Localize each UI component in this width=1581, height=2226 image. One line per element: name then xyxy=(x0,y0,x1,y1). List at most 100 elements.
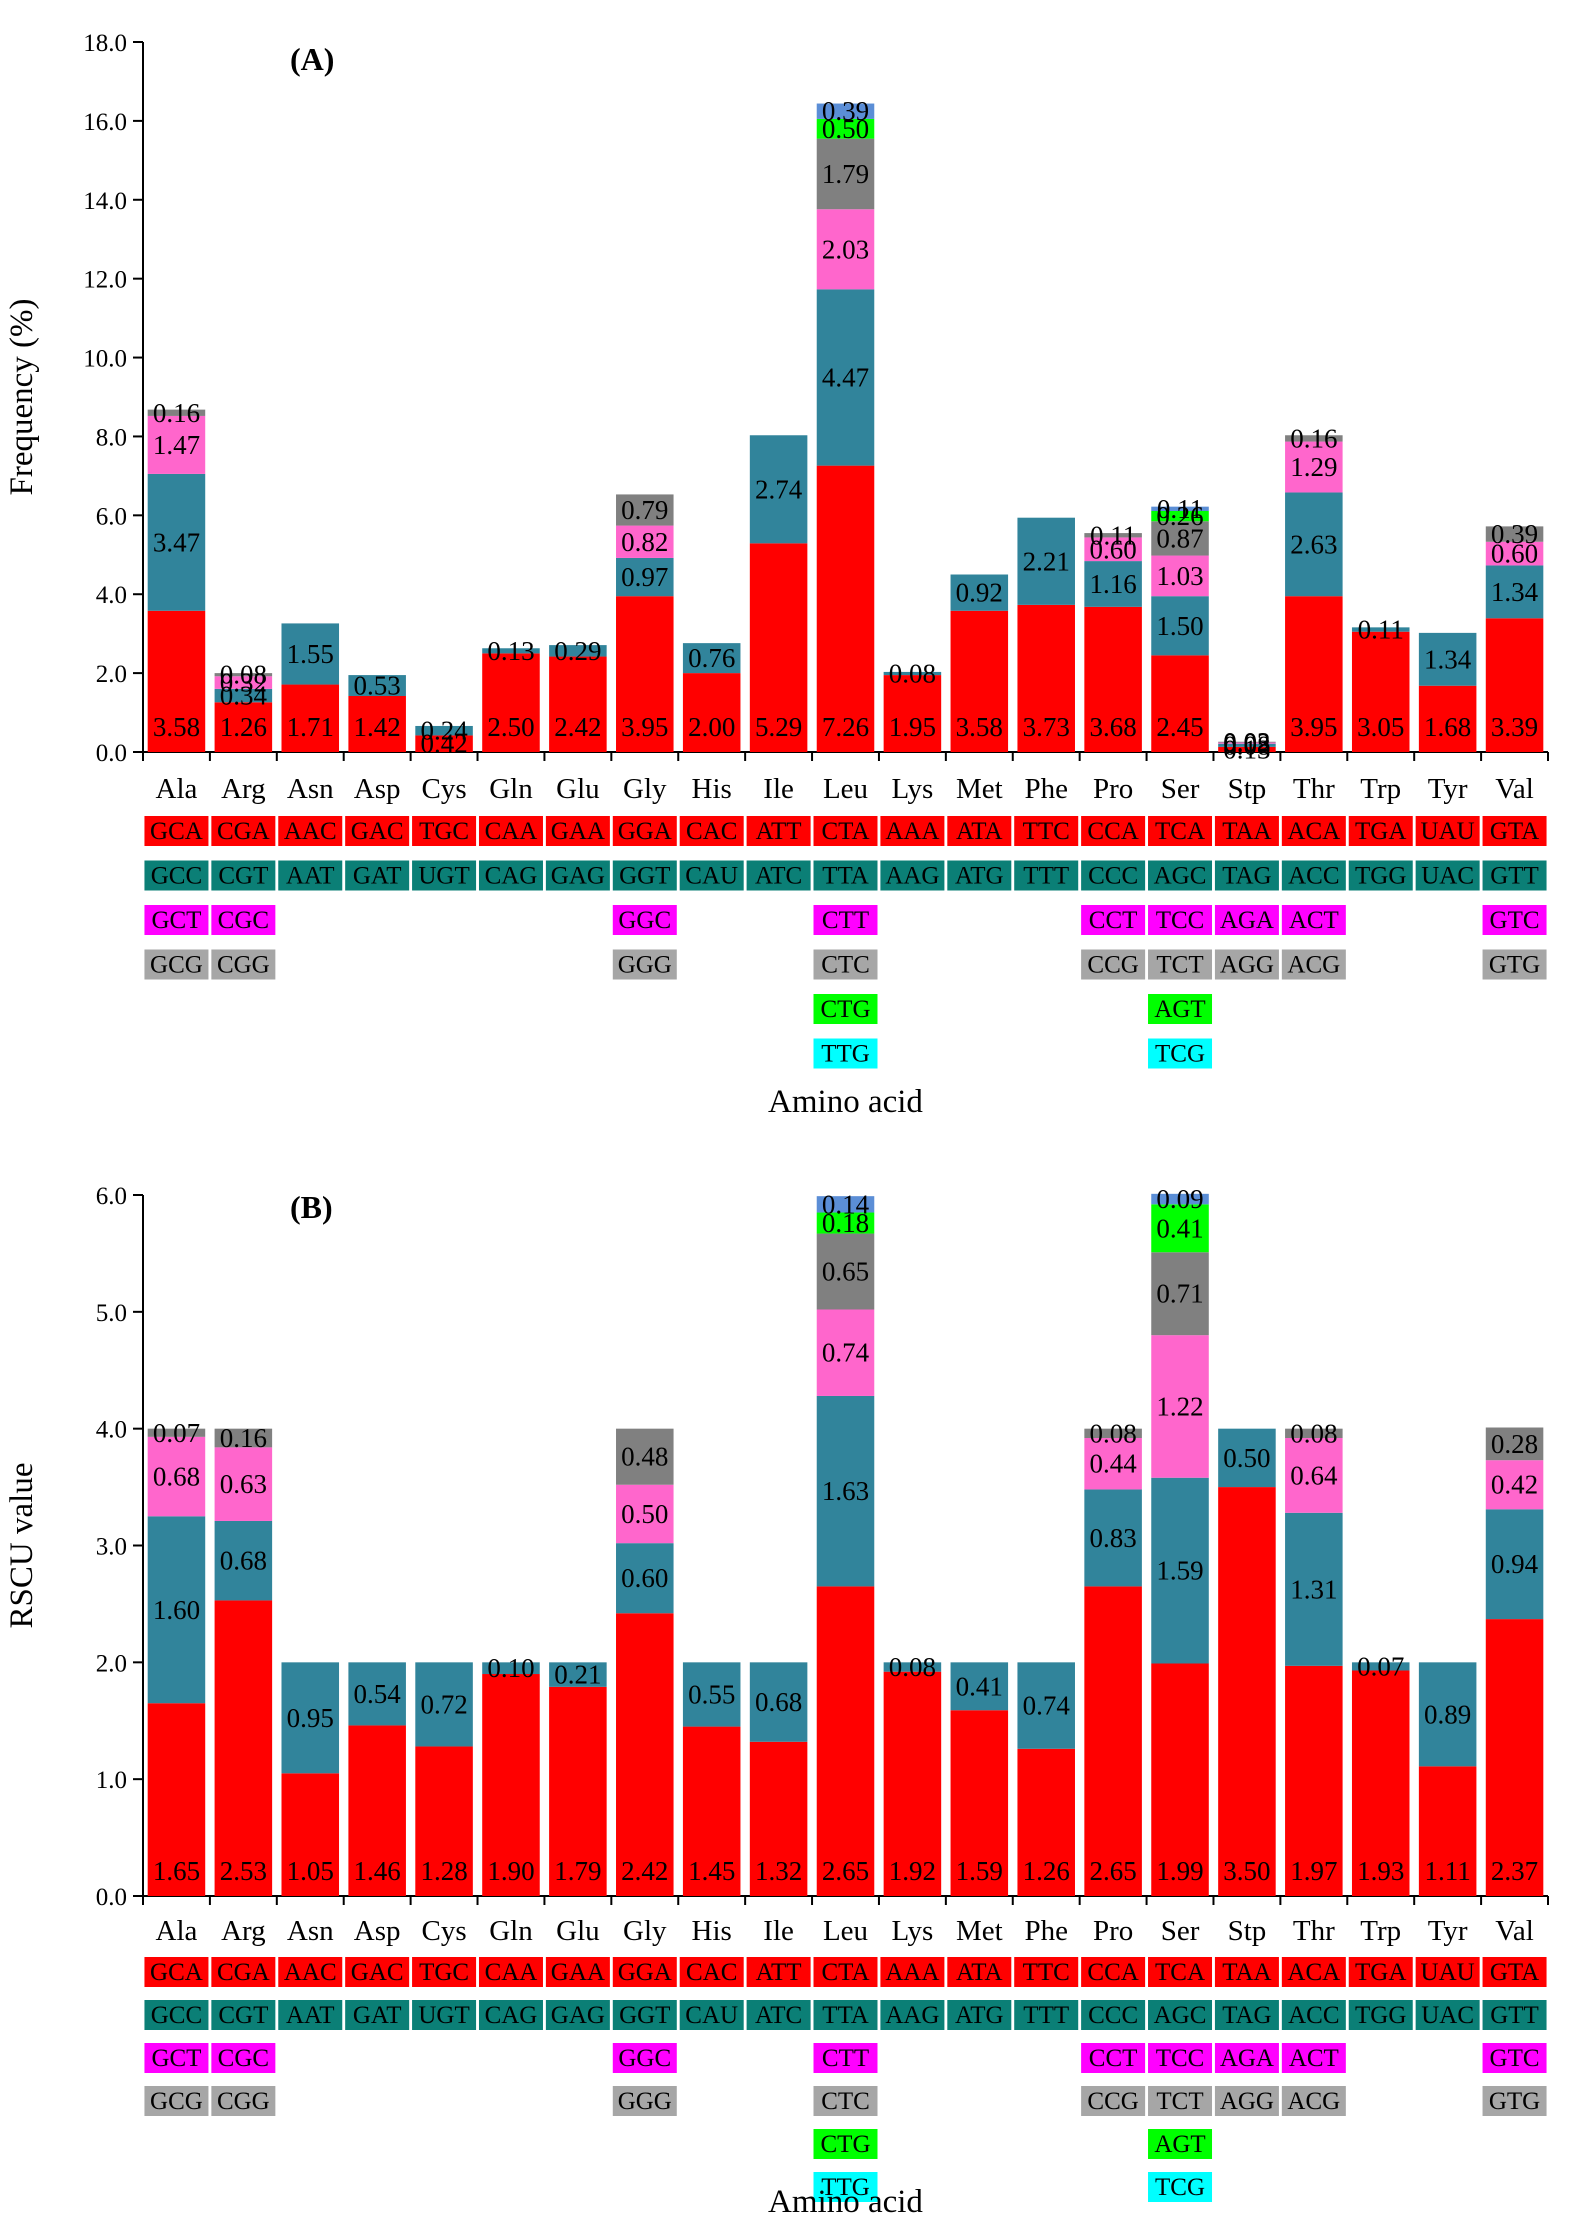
codon-box-ttt xyxy=(1014,2000,1079,2030)
y-tick-label: 14.0 xyxy=(83,188,127,215)
data-label-thr-3: 0.64 xyxy=(1290,1460,1338,1490)
category-label-arg: Arg xyxy=(221,1915,266,1947)
codon-box-ggc xyxy=(612,2043,677,2073)
codon-label-tta: TTA xyxy=(822,2002,869,2029)
data-label-val-1: 2.37 xyxy=(1491,1856,1538,1886)
codon-label-cta: CTA xyxy=(822,1959,870,1986)
category-label-asn: Asn xyxy=(287,1915,334,1947)
data-label-tyr-2: 1.34 xyxy=(1424,644,1472,674)
rscu-chart-panel: 0.0 1.0 2.0 3.0 4.0 5.0 6.0 1.65 1.60 0.68 0.07 Ala… xyxy=(4,1183,1549,2220)
codon-box-cga xyxy=(211,816,276,846)
codon-box-gtg xyxy=(1482,949,1547,980)
codon-box-agt xyxy=(1148,2129,1213,2159)
codon-box-caa xyxy=(478,1957,543,1987)
data-label-arg-1: 2.53 xyxy=(220,1856,267,1886)
codon-box-aga xyxy=(1214,905,1279,935)
bar-segment-leu-5 xyxy=(816,1212,875,1234)
codon-box-cag xyxy=(478,2000,543,2030)
data-label-ile-1: 5.29 xyxy=(755,712,802,742)
bar-segment-leu-3 xyxy=(816,209,875,290)
bar-segment-cys-2 xyxy=(415,1662,473,1747)
codon-box-ctc xyxy=(813,949,878,980)
bar-segment-pro-4 xyxy=(1084,533,1142,538)
bar-segment-leu-6 xyxy=(816,103,875,119)
codon-box-cgg xyxy=(211,949,276,980)
codon-label-ccg: CCG xyxy=(1087,952,1138,979)
codon-box-gta xyxy=(1482,1957,1547,1987)
y-tick-label: 12.0 xyxy=(83,267,127,294)
codon-box-ttg xyxy=(813,2172,878,2202)
codon-label-gct: GCT xyxy=(151,2045,201,2072)
bar-segment-val-4 xyxy=(1485,526,1544,542)
codon-label-tct: TCT xyxy=(1156,2088,1203,2115)
codon-box-aac xyxy=(278,1957,343,1987)
codon-label-ctt: CTT xyxy=(822,2045,869,2072)
data-label-leu-5: 0.50 xyxy=(822,114,869,144)
data-label-ile-2: 2.74 xyxy=(755,474,803,504)
codon-box-gcc xyxy=(144,2000,209,2030)
bar-segment-arg-4 xyxy=(214,673,273,677)
bar-segment-asn-1 xyxy=(281,1773,340,1896)
data-label-val-1: 3.39 xyxy=(1491,712,1538,742)
codon-label-tga: TGA xyxy=(1355,1959,1406,1986)
data-label-his-1: 1.45 xyxy=(688,1856,735,1886)
category-label-met: Met xyxy=(956,773,1003,805)
category-label-thr: Thr xyxy=(1293,773,1335,805)
bar-segment-ala-2 xyxy=(147,473,206,611)
data-label-ser-3: 1.03 xyxy=(1156,561,1203,591)
data-label-gly-2: 0.60 xyxy=(621,1563,668,1593)
data-label-asn-1: 1.05 xyxy=(287,1856,334,1886)
codon-label-ggc: GGC xyxy=(618,907,671,934)
bar-segment-tyr-1 xyxy=(1418,685,1477,752)
codon-box-cag xyxy=(478,860,543,891)
y-tick-label: 3.0 xyxy=(96,1534,127,1561)
codon-box-tgg xyxy=(1348,2000,1413,2030)
codon-box-atg xyxy=(947,860,1012,891)
category-label-leu: Leu xyxy=(823,1915,868,1947)
codon-box-aac xyxy=(278,816,343,846)
bar-segment-met-1 xyxy=(950,610,1009,752)
codon-box-uac xyxy=(1415,2000,1480,2030)
bar-segment-trp-1 xyxy=(1351,1670,1410,1896)
bar-segment-cys-1 xyxy=(415,735,473,752)
bar-segment-thr-1 xyxy=(1285,1665,1343,1896)
codon-box-tag xyxy=(1214,860,1279,891)
data-label-ala-3: 1.47 xyxy=(153,430,200,460)
data-label-phe-2: 0.74 xyxy=(1023,1691,1071,1721)
codon-box-aaa xyxy=(880,1957,945,1987)
bar-segment-leu-3 xyxy=(816,1309,875,1396)
data-label-trp-2: 0.11 xyxy=(1358,615,1404,645)
codon-box-aca xyxy=(1281,816,1346,846)
bar-segment-ala-2 xyxy=(147,1516,206,1704)
data-label-ser-6: 0.09 xyxy=(1156,1184,1203,1214)
category-label-tyr: Tyr xyxy=(1428,773,1468,805)
data-label-val-2: 0.94 xyxy=(1491,1549,1539,1579)
codon-box-cct xyxy=(1081,2043,1146,2073)
data-label-leu-6: 0.14 xyxy=(822,1189,870,1219)
bar-segment-met-2 xyxy=(950,1662,1009,1711)
codon-box-tcc xyxy=(1148,905,1213,935)
codon-label-gtg: GTG xyxy=(1489,952,1540,979)
codon-box-cta xyxy=(813,816,878,846)
bar-segment-leu-4 xyxy=(816,1233,875,1310)
data-label-leu-3: 0.74 xyxy=(822,1338,870,1368)
codon-box-tcg xyxy=(1148,2172,1213,2202)
bar-segment-ser-1 xyxy=(1151,655,1209,752)
bar-segment-ser-3 xyxy=(1151,555,1209,597)
bar-segment-thr-1 xyxy=(1285,596,1343,752)
bar-segment-pro-1 xyxy=(1084,606,1142,752)
codon-label-gaa: GAA xyxy=(551,818,605,845)
data-label-cys-1: 0.42 xyxy=(420,729,467,759)
y-tick-label: 4.0 xyxy=(96,582,127,609)
codon-label-cau: CAU xyxy=(685,863,738,890)
codon-box-tcc xyxy=(1148,2043,1213,2073)
codon-box-agg xyxy=(1214,2086,1279,2116)
y-tick-label: 4.0 xyxy=(96,1417,127,1444)
codon-label-cgc: CGC xyxy=(218,907,269,934)
codon-box-att xyxy=(746,816,811,846)
category-label-gly: Gly xyxy=(623,773,667,805)
codon-box-ttg xyxy=(813,1038,878,1069)
codon-label-ccg: CCG xyxy=(1087,2088,1138,2115)
bar-segment-val-4 xyxy=(1485,1427,1544,1461)
bar-segment-gln-1 xyxy=(482,1674,540,1896)
